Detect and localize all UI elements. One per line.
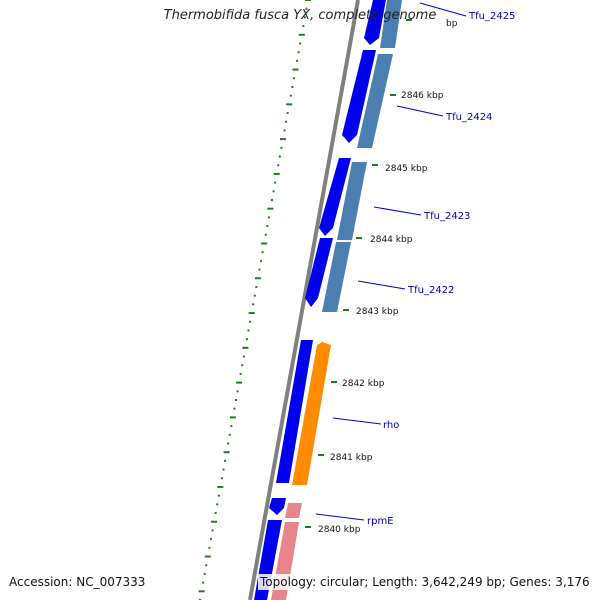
gene-label-rpme: rpmE	[367, 516, 394, 527]
kbp-label: bp	[446, 19, 458, 29]
gene-label-tfu-2425: Tfu_2425	[468, 11, 515, 22]
rho-gene-arrow-tip	[317, 342, 331, 345]
kbp-label: 2841 kbp	[330, 453, 373, 463]
cds-arrow	[269, 498, 286, 515]
reverse-cds-track	[322, 0, 402, 312]
kbp-label: 2842 kbp	[342, 379, 385, 389]
cds-arrow	[305, 238, 333, 307]
cds-arrow	[364, 0, 386, 45]
gene-label-lines	[315, 2, 467, 521]
cds-arrow	[357, 54, 393, 148]
rho-gene-arrow	[292, 345, 331, 485]
cds-arrow	[380, 0, 402, 48]
gene-label-tfu-2423: Tfu_2423	[423, 211, 470, 222]
kbp-label: 2843 kbp	[356, 307, 399, 317]
kbp-label: 2845 kbp	[385, 164, 428, 174]
gene-label-tfu-2424: Tfu_2424	[445, 112, 492, 123]
cds-arrow	[322, 242, 351, 312]
gene-label-tfu-2422: Tfu_2422	[407, 285, 454, 296]
kbp-label: 2844 kbp	[370, 235, 413, 245]
kbp-label: 2846 kbp	[401, 91, 444, 101]
topology-text: Topology: circular; Length: 3,642,249 bp…	[258, 574, 592, 590]
gene-label-rho: rho	[383, 420, 399, 431]
rpmE-gene-arrow	[285, 503, 302, 518]
forward-cds-track	[254, 0, 386, 600]
accession-text: Accession: NC_007333	[7, 574, 148, 590]
kbp-label: 2840 kbp	[318, 525, 361, 535]
map-title: Thermobifida fusca YX, complete genome	[163, 8, 437, 23]
cds-arrow	[337, 162, 367, 240]
cds-arrow	[319, 158, 351, 236]
gc-skew-ticks	[198, 0, 311, 600]
cds-arrow	[342, 50, 376, 143]
genome-backbone	[248, 0, 360, 600]
kbp-ticks	[305, 19, 412, 528]
cds-arrow	[276, 340, 313, 483]
